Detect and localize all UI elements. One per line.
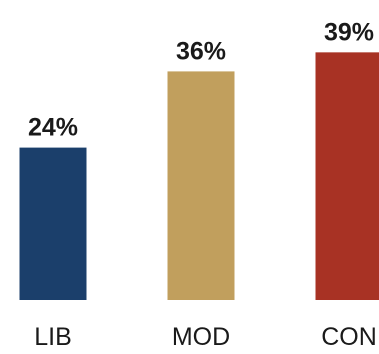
value-labels-layer: 24% 36% 39% xyxy=(28,18,374,141)
category-label-mod: MOD xyxy=(172,323,230,351)
category-label-lib: LIB xyxy=(34,323,72,351)
category-label-con: CON xyxy=(321,323,377,351)
bars-layer xyxy=(19,52,379,301)
value-label-mod: 36% xyxy=(176,37,226,65)
bar-lib xyxy=(19,147,87,300)
value-label-con: 39% xyxy=(324,18,374,46)
bar-mod xyxy=(167,71,235,301)
value-label-lib: 24% xyxy=(28,114,78,142)
bar-con xyxy=(315,52,379,300)
category-labels-layer: LIB MOD CON xyxy=(34,323,377,351)
